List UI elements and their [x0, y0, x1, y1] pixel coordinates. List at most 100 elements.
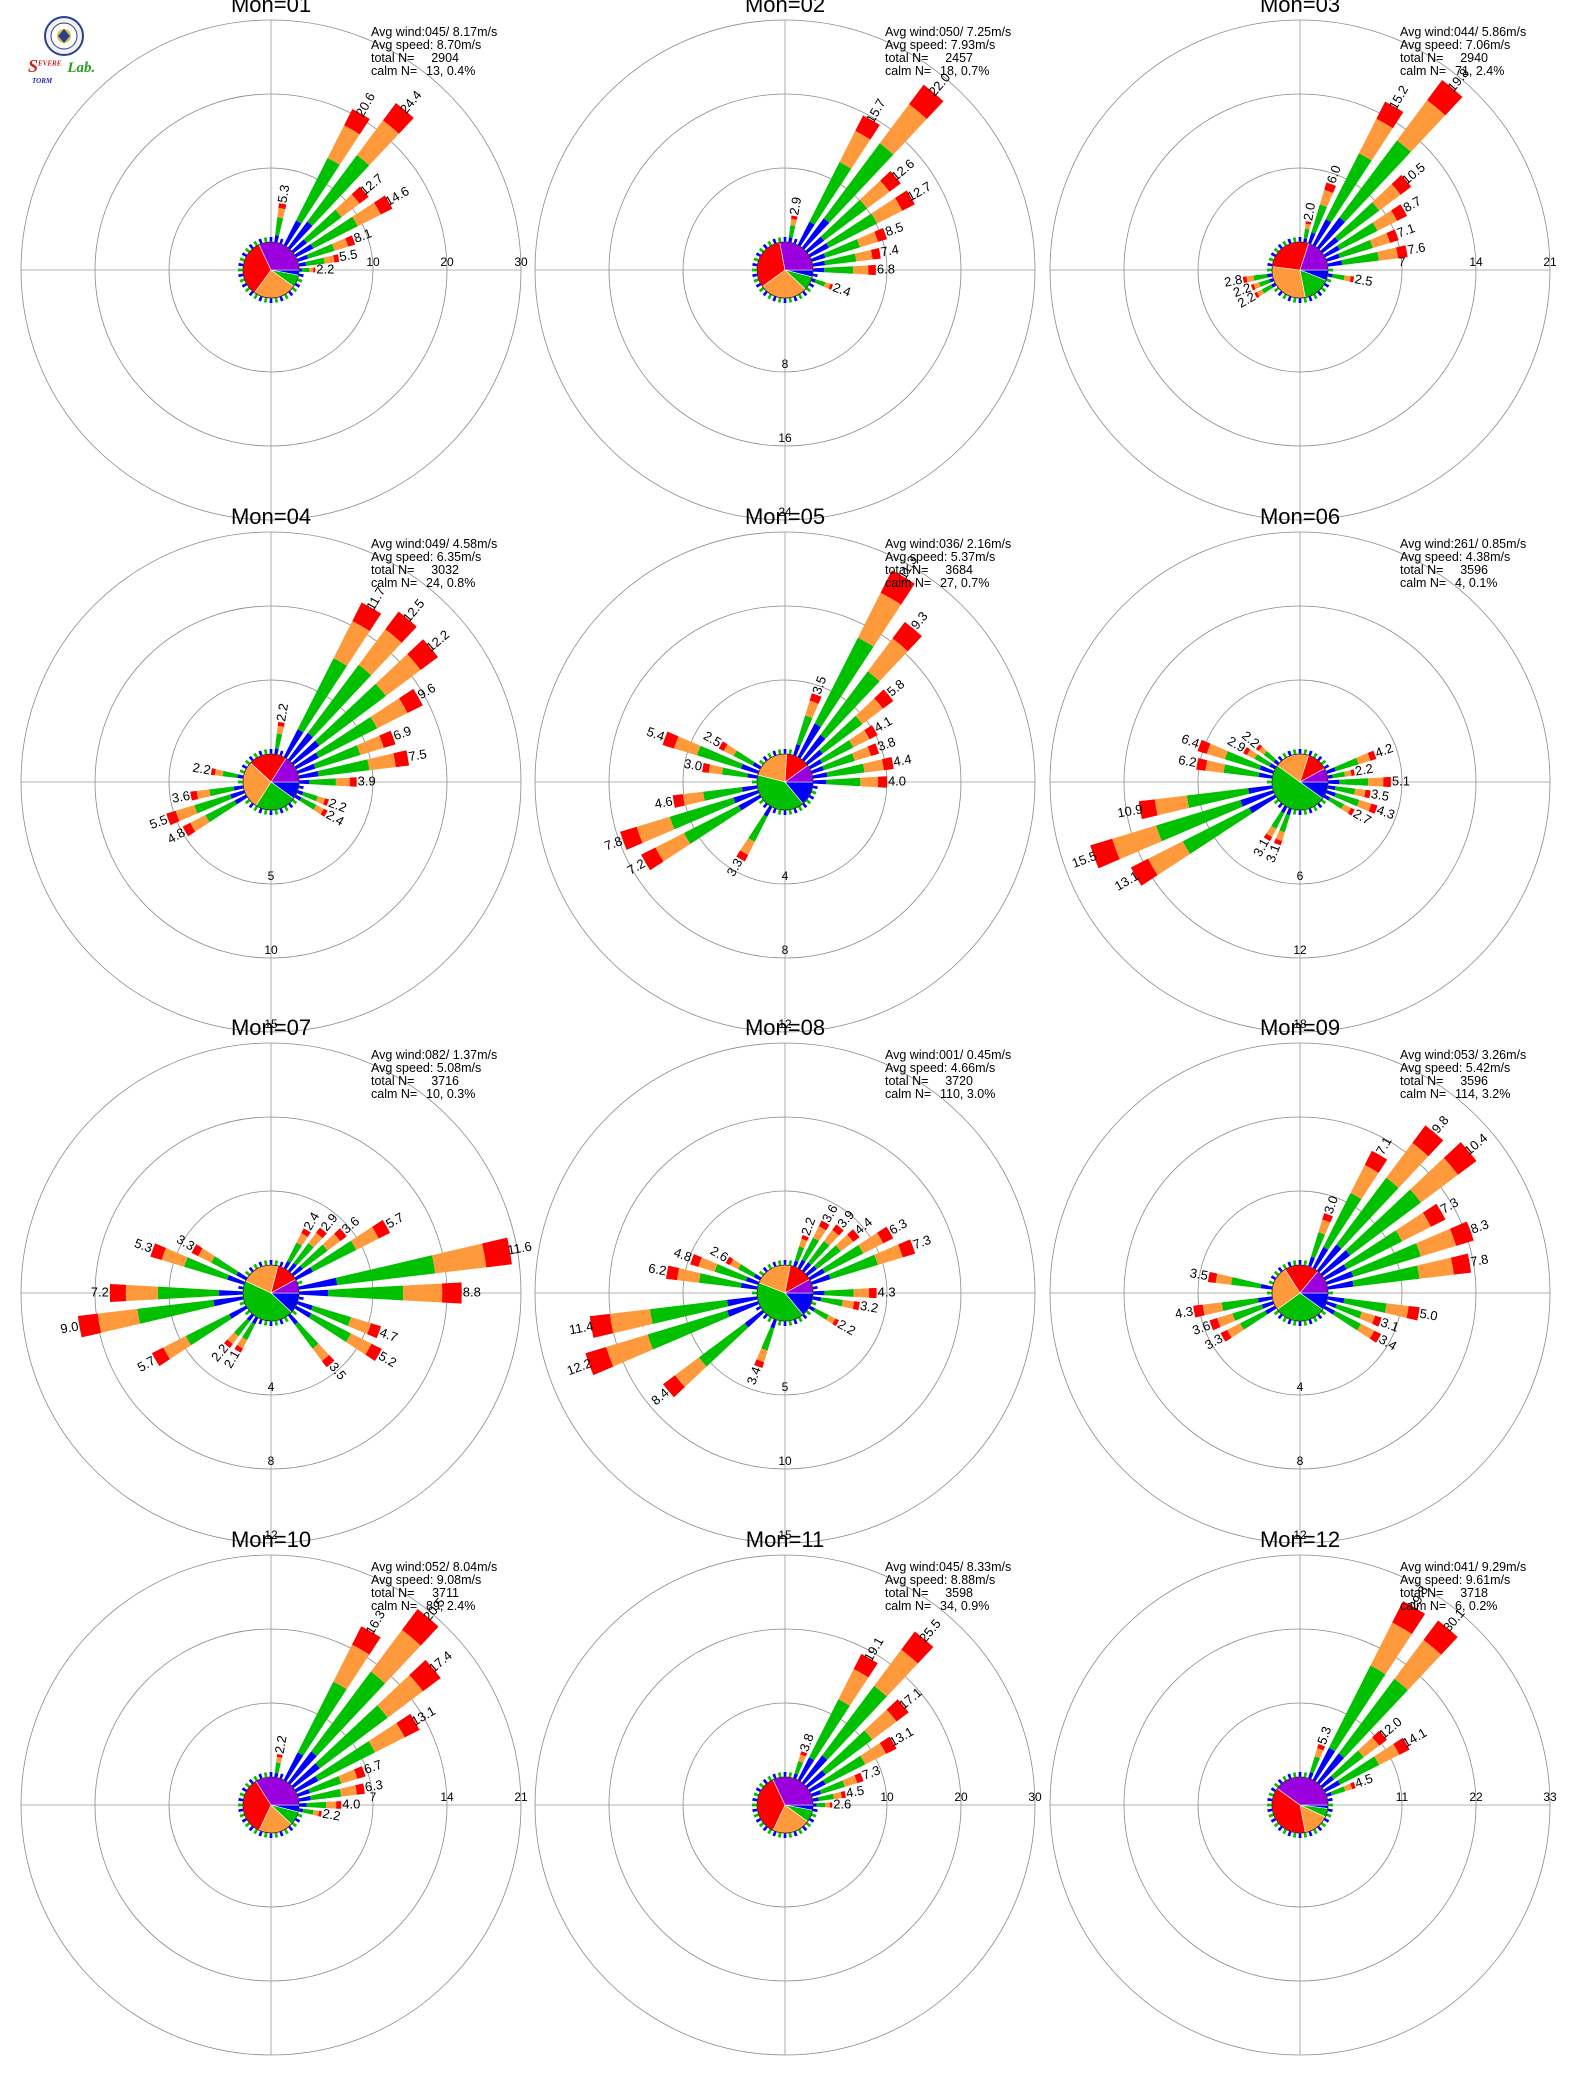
bar-30-seg0	[283, 220, 302, 247]
bar-120-seg0	[1323, 794, 1331, 801]
bar-110-seg2	[1359, 1311, 1376, 1324]
sector-tick	[274, 1832, 279, 1838]
sector-tick	[1308, 807, 1313, 814]
bar-40-seg0	[1316, 1244, 1342, 1273]
bar-100-seg2	[1354, 788, 1366, 798]
bar-50-seg2	[859, 180, 890, 209]
bar-60-seg0	[294, 752, 319, 770]
bar-30-seg1	[1325, 153, 1372, 223]
bar-90-seg1	[826, 777, 861, 787]
sector-tick	[1308, 295, 1313, 302]
bar-label: 15.7	[863, 96, 889, 125]
bar-250-seg2	[1253, 282, 1261, 290]
sector-tick	[283, 293, 289, 300]
bar-140-seg3	[321, 1354, 335, 1368]
total-n-value: 3596	[1460, 1074, 1488, 1088]
bar-290-seg1	[696, 745, 743, 769]
bar-60-seg1	[310, 1240, 357, 1272]
bar-label: 5.5	[147, 812, 169, 832]
bar-10-seg0	[274, 748, 279, 755]
bar-60-seg3	[1422, 1203, 1446, 1227]
sector-tick	[808, 282, 815, 288]
ring-label: 6	[1297, 869, 1304, 883]
sector-tick	[263, 1260, 268, 1266]
bar-70-seg1	[1330, 1786, 1346, 1796]
calm-n-value: 27, 0.7%	[940, 576, 989, 590]
bar-100-seg3	[1364, 789, 1371, 799]
total-n-value: 3684	[945, 563, 973, 577]
sector-tick	[802, 290, 808, 297]
bar-250-seg1	[194, 794, 232, 814]
bar-20-seg0	[793, 1773, 799, 1780]
bar-70-seg3	[1449, 1221, 1474, 1246]
bar-label: 2.2	[321, 1806, 341, 1824]
bar-label: 12.7	[904, 179, 933, 205]
calm-n-value: 89, 2.4%	[426, 1599, 475, 1613]
bar-220-seg1	[234, 1318, 250, 1337]
bar-100-seg2	[1343, 275, 1351, 282]
bar-300-seg0	[752, 762, 762, 770]
bar-100-seg0	[298, 1808, 303, 1813]
sector-tick	[1298, 1320, 1302, 1326]
ring-label: 10	[264, 943, 278, 957]
bar-80-seg3	[870, 247, 881, 260]
bar-300-seg3	[718, 741, 728, 752]
bar-240-seg0	[1249, 794, 1277, 814]
ring-label: 8	[268, 1454, 275, 1468]
sector-tick	[263, 297, 268, 303]
bar-50-seg1	[315, 683, 386, 746]
bar-110-seg2	[315, 796, 326, 805]
bar-100-seg0	[812, 1296, 822, 1302]
bar-40-seg3	[901, 1631, 934, 1664]
sector-tick	[777, 237, 782, 243]
bar-10-seg2	[276, 1756, 283, 1764]
sector-tick	[812, 785, 818, 790]
bar-50-seg0	[805, 749, 823, 766]
bar-label: 2.2	[835, 1316, 858, 1338]
chart-title: Mon=04	[231, 504, 311, 529]
bar-40-seg3	[1423, 1620, 1458, 1655]
windrose-3: 2.06.015.219.810.58.77.17.62.52.22.22.87…	[1049, 0, 1557, 521]
bar-50-seg0	[805, 236, 825, 254]
bar-70-seg3	[898, 1239, 916, 1258]
sector-tick	[244, 1310, 251, 1316]
bar-110-seg2	[1356, 799, 1372, 812]
sector-tick	[239, 1301, 246, 1306]
bar-70-seg0	[810, 765, 824, 774]
sector-tick	[296, 1280, 303, 1285]
windrose-7: 2.42.93.6 5.711.68.84.75.23.52.12.25.79.0…	[20, 1015, 533, 1544]
bar-250-seg3	[1209, 1318, 1221, 1331]
bar-100-seg2	[1384, 1303, 1409, 1318]
bar-110-seg1	[814, 279, 826, 287]
bar-240-seg3	[151, 1347, 170, 1367]
bar-250-seg0	[230, 790, 246, 799]
bar-40-seg1	[1338, 1678, 1408, 1759]
bar-80-seg3	[881, 757, 894, 771]
bar-70-seg3	[874, 227, 888, 242]
bar-80-seg2	[862, 759, 884, 773]
bar-250-seg2	[636, 816, 675, 844]
sector-tick	[241, 282, 248, 288]
bar-90-seg3	[829, 1802, 833, 1808]
bar-label: 3.1	[1263, 842, 1283, 864]
chart-title: Mon=12	[1260, 1527, 1340, 1552]
sector-tick	[283, 1828, 289, 1835]
total-n-value: 2904	[431, 51, 459, 65]
sector-tick	[805, 1310, 812, 1316]
sector-tick	[1292, 809, 1297, 815]
bar-60-seg2	[1372, 210, 1398, 231]
bar-50-seg2	[1372, 183, 1401, 211]
sector-tick	[793, 238, 798, 245]
bar-210-seg3	[234, 1345, 243, 1353]
bar-40-seg1	[1336, 1177, 1399, 1249]
bar-50-seg2	[335, 194, 360, 218]
bar-30-seg3	[853, 1653, 878, 1678]
bar-260-seg3	[77, 1313, 102, 1338]
sector-tick	[1327, 268, 1334, 272]
bar-40-seg1	[307, 155, 370, 226]
bar-300-seg2	[723, 744, 737, 757]
sector-tick	[239, 769, 246, 774]
bar-70-seg0	[296, 1788, 311, 1797]
bar-240-seg2	[1148, 841, 1191, 876]
sector-tick	[294, 282, 301, 288]
